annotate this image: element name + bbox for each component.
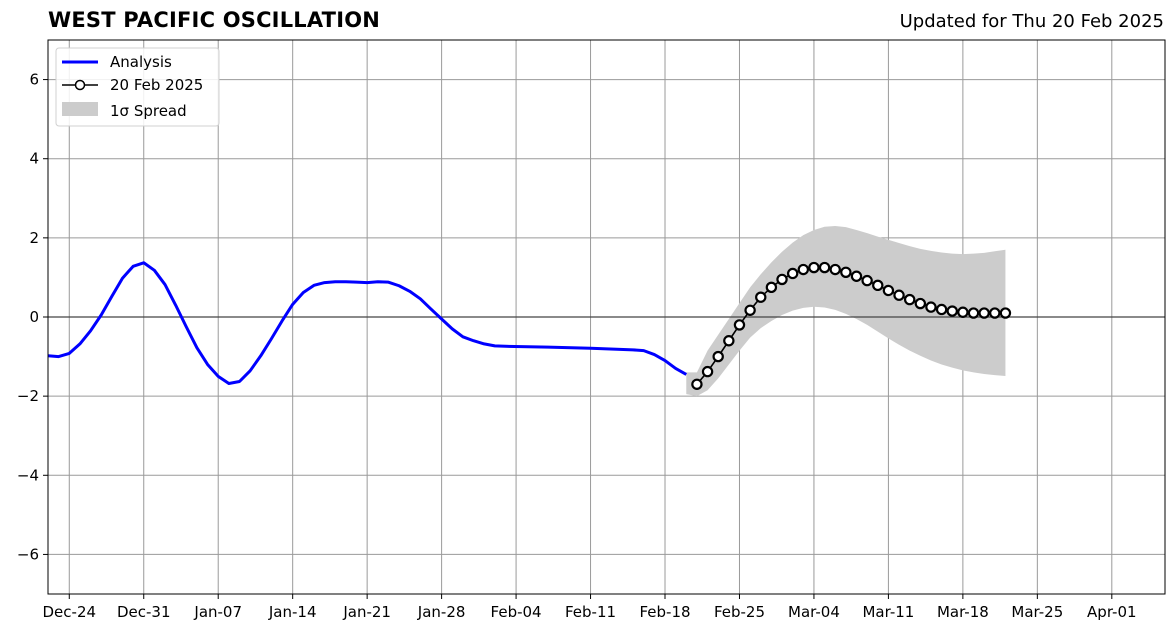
forecast-point [744,304,756,316]
axis-ticks: −6 −4 −2 0 2 4 6 Dec-24 Dec-31 Jan-07 Jan-14 Jan-21… [17,71,1137,621]
forecast-point [850,270,863,282]
x-tick-label: Feb-04 [491,603,542,621]
forecast-point [808,261,820,274]
y-tick-label: −2 [17,387,39,405]
forecast-point [797,263,810,276]
forecast-point [723,335,735,347]
x-tick-label: Jan-14 [268,603,317,621]
legend-spread-label: 1σ Spread [110,102,187,120]
forecast-point [733,319,746,331]
forecast-point [818,261,831,274]
x-tick-label: Jan-28 [417,603,466,621]
legend-forecast-marker [74,79,86,91]
x-tick-label: Feb-11 [565,603,616,621]
x-tick-label: Mar-18 [937,603,989,621]
forecast-point [872,279,884,292]
x-tick-label: Dec-31 [117,603,171,621]
forecast-point [755,291,767,303]
forecast-point [861,274,873,287]
x-tick-label: Mar-11 [862,603,914,621]
legend-analysis-label: Analysis [110,53,172,71]
forecast-point [691,378,703,390]
forecast-point [776,273,788,286]
legend-spread-swatch [62,102,98,116]
forecast-point [978,307,990,319]
forecast-point [989,307,1001,319]
x-tick-label: Dec-24 [43,603,97,621]
y-tick-label: 2 [29,229,39,247]
forecast-point [946,305,958,317]
forecast-point [957,306,969,318]
forecast-point [967,307,980,319]
forecast-point [840,266,852,278]
forecast-point [893,289,905,301]
y-tick-label: −6 [17,545,39,563]
forecast-point [914,297,927,310]
y-tick-label: 4 [29,150,39,168]
forecast-point [935,303,948,316]
legend: Analysis 20 Feb 2025 1σ Spread [55,47,220,127]
y-tick-label: 6 [29,71,39,89]
forecast-point [712,350,724,363]
forecast-point [903,293,916,306]
forecast-point [925,301,937,313]
x-tick-label: Jan-21 [342,603,391,621]
forecast-point [829,263,841,276]
y-tick-label: 0 [29,308,39,326]
x-tick-label: Feb-25 [714,603,765,621]
legend-forecast-label: 20 Feb 2025 [110,76,203,94]
forecast-point [882,284,895,297]
spread-band [686,225,1006,397]
chart-title: WEST PACIFIC OSCILLATION [48,8,381,32]
forecast-point [999,307,1012,319]
forecast-point [786,267,799,280]
forecast-marker-layer [691,261,1012,390]
spread-band-layer [686,225,1006,397]
x-tick-label: Jan-07 [193,603,242,621]
analysis-line [47,261,688,385]
forecast-point [701,365,714,378]
forecast-point [765,281,778,294]
x-tick-label: Mar-04 [788,603,840,621]
grid-lines [48,40,1165,594]
y-tick-label: −4 [17,466,39,484]
x-tick-label: Apr-01 [1087,603,1137,621]
x-tick-label: Feb-18 [639,603,690,621]
x-tick-label: Mar-25 [1011,603,1063,621]
chart-subtitle: Updated for Thu 20 Feb 2025 [899,11,1164,32]
